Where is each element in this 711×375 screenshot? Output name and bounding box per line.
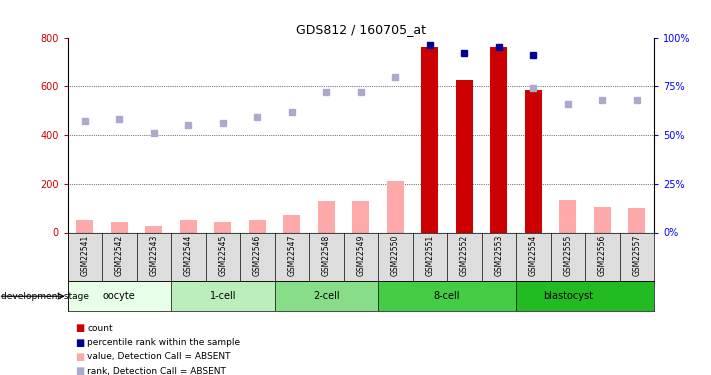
Bar [594, 207, 611, 232]
Text: GSM22557: GSM22557 [632, 235, 641, 276]
Text: ■: ■ [75, 366, 84, 375]
Bar [516, 281, 654, 311]
Text: rank, Detection Call = ABSENT: rank, Detection Call = ABSENT [87, 367, 226, 375]
Text: GSM22547: GSM22547 [287, 235, 296, 276]
Text: 1-cell: 1-cell [210, 291, 236, 301]
Text: GSM22541: GSM22541 [80, 235, 90, 276]
Text: GSM22551: GSM22551 [425, 235, 434, 276]
Text: ■: ■ [75, 352, 84, 362]
Text: value, Detection Call = ABSENT: value, Detection Call = ABSENT [87, 352, 231, 362]
Bar [76, 220, 93, 232]
Text: count: count [87, 324, 113, 333]
Bar [171, 281, 309, 311]
Bar [249, 220, 266, 232]
Text: GSM22546: GSM22546 [253, 235, 262, 276]
Text: percentile rank within the sample: percentile rank within the sample [87, 338, 240, 347]
Text: blastocyst: blastocyst [543, 291, 593, 301]
Bar [490, 47, 508, 232]
Text: GSM22543: GSM22543 [149, 235, 159, 276]
Text: GSM22552: GSM22552 [460, 235, 469, 276]
Text: GSM22542: GSM22542 [114, 235, 124, 276]
Bar [456, 80, 473, 232]
Text: GSM22554: GSM22554 [529, 235, 538, 276]
Text: 8-cell: 8-cell [434, 291, 460, 301]
Bar [378, 281, 550, 311]
Bar [629, 208, 646, 232]
Text: GSM22545: GSM22545 [218, 235, 228, 276]
Text: GSM22556: GSM22556 [598, 235, 607, 276]
Text: ■: ■ [75, 338, 84, 348]
Text: GSM22544: GSM22544 [184, 235, 193, 276]
Bar [180, 220, 197, 232]
Bar [421, 47, 439, 232]
Bar [274, 281, 412, 311]
Text: GSM22553: GSM22553 [494, 235, 503, 276]
Bar [387, 182, 404, 232]
Bar [352, 201, 370, 232]
Bar [283, 215, 301, 232]
Bar [145, 226, 162, 232]
Text: GSM22548: GSM22548 [322, 235, 331, 276]
Text: development stage: development stage [1, 292, 89, 301]
Text: GSM22549: GSM22549 [356, 235, 365, 276]
Text: 2-cell: 2-cell [313, 291, 340, 301]
Bar [111, 222, 128, 232]
Bar [318, 201, 335, 232]
Bar [68, 281, 205, 311]
Text: ■: ■ [75, 324, 84, 333]
Title: GDS812 / 160705_at: GDS812 / 160705_at [296, 23, 426, 36]
Bar [560, 200, 577, 232]
Text: GSM22555: GSM22555 [563, 235, 572, 276]
Text: oocyte: oocyte [103, 291, 136, 301]
Bar [214, 222, 232, 232]
Bar [525, 90, 542, 232]
Text: GSM22550: GSM22550 [391, 235, 400, 276]
